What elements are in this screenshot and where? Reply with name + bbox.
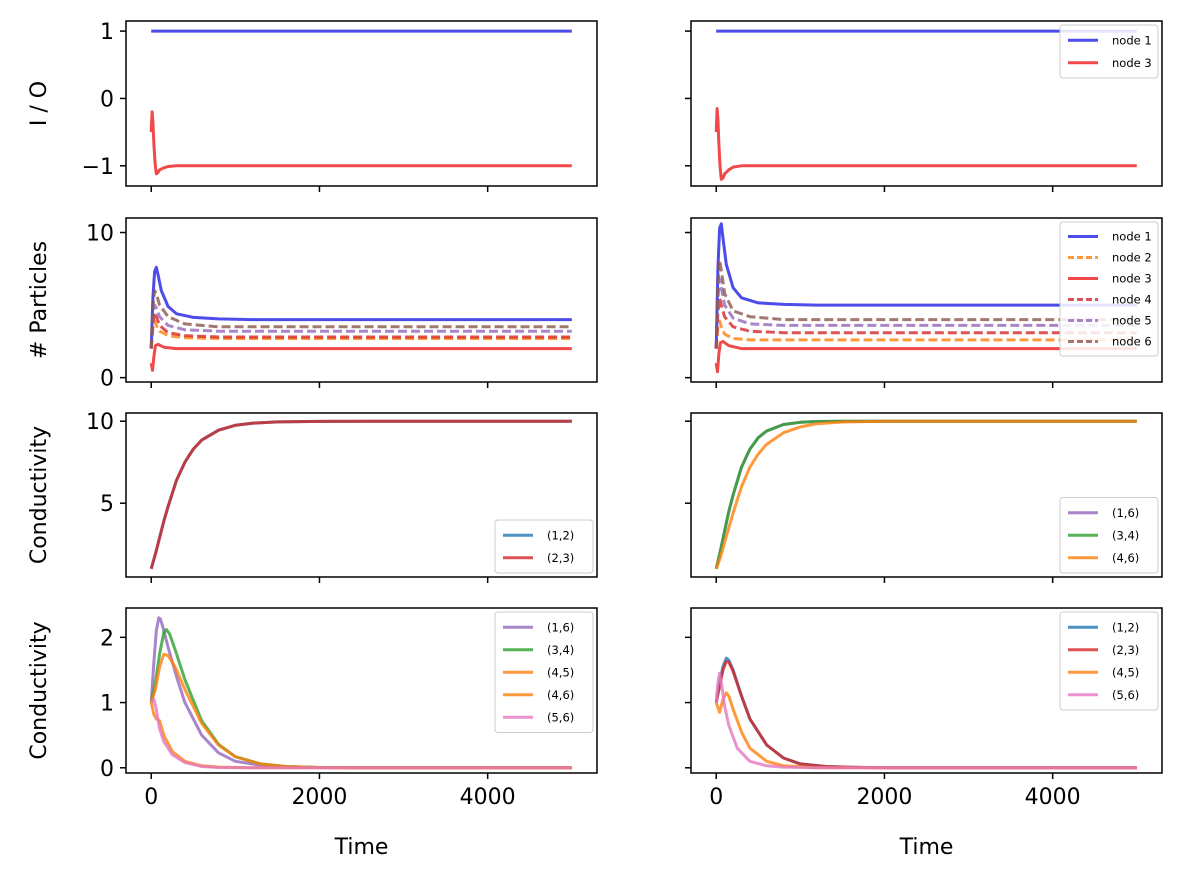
panel-row2-right-series-group <box>714 222 1137 374</box>
panel-row4-left-legend-label: (4,5) <box>547 665 574 679</box>
panel-row1-right-legend-label: node 1 <box>1112 33 1152 47</box>
panel-row3-left-legend-label: (2,3) <box>547 551 574 565</box>
panel-row4-left-legend-label: (3,4) <box>547 643 574 657</box>
panel-row4-left-frame <box>125 607 598 774</box>
panel-row2-right-frame <box>690 217 1163 383</box>
panel-row1-left: 1 0 −1 I / O <box>27 20 598 192</box>
panel-row2-left-series-3 <box>149 342 572 372</box>
panel-row4-right-series-4 <box>714 671 1137 770</box>
panel-row4-left-legend-label: (1,6) <box>547 620 574 634</box>
panel-row3-left-frame <box>125 412 598 578</box>
panel-row3-left-legend-box <box>494 519 594 574</box>
panel-row2-left-series-5 <box>149 303 572 349</box>
panel-row3-right-series-3 <box>714 419 1137 570</box>
panel-row2-left-series-1 <box>149 265 572 349</box>
panel-row4-right-xtick-label: 4000 <box>1025 785 1081 810</box>
panel-row1-right-series-2 <box>714 107 1137 181</box>
panel-row3-left-ytick-label: 10 <box>86 410 114 435</box>
panel-row4-right-frame <box>690 607 1163 774</box>
panel-row2-left-ytick-label: 0 <box>100 367 114 392</box>
panel-row2-right-legend-label: node 1 <box>1112 230 1152 244</box>
panel-row2-right-legend: node 1 node 2 node 3 node 4 node 5 node 6 <box>1059 221 1159 357</box>
panel-row4-right-series-group <box>714 656 1137 770</box>
panel-row3-right-frame <box>690 412 1163 578</box>
panel-row2-left: 10 0 # Particles <box>27 217 598 392</box>
panel-row4-left-legend-label: (4,6) <box>547 688 574 702</box>
panel-row4-left-xlabel: Time <box>334 835 389 860</box>
panel-row3-left-series-group <box>149 419 572 570</box>
panel-row2-right-legend-box <box>1059 221 1159 357</box>
panel-row3-left-legend-label: (1,2) <box>547 528 574 542</box>
panel-row2-right-legend-label: node 6 <box>1112 335 1152 349</box>
panel-row4-right-legend-label: (4,5) <box>1112 665 1139 679</box>
panel-row4-left-xtick-label: 2000 <box>291 785 347 810</box>
panel-row1-left-series-2 <box>149 110 572 176</box>
panel-row3-left-legend: (1,2) (2,3) <box>494 519 594 574</box>
panel-row3-left-ylabel: Conductivity <box>27 426 52 564</box>
panel-row3-right-legend-label: (1,6) <box>1112 506 1139 520</box>
panel-row1-right-frame <box>690 20 1163 187</box>
panel-row1-left-series-group <box>149 29 572 176</box>
panel-row1-right: node 1 node 3 <box>685 20 1163 192</box>
panel-row1-left-ytick-label: 1 <box>100 20 114 45</box>
panel-row4-right-xtick-label: 2000 <box>856 785 912 810</box>
panel-row4-left-ytick-label: 0 <box>100 757 114 782</box>
panel-row4-left: 0 2000 4000 2 1 0 Conductivity Time (1,6) (3,4) (4… <box>27 607 598 860</box>
panel-row3-right-legend-label: (3,4) <box>1112 528 1139 542</box>
panel-row3-right: (1,6) (3,4) (4,6) <box>685 412 1163 583</box>
panel-row3-right-series-group <box>714 419 1137 570</box>
panel-row2-right-legend-label: node 3 <box>1112 272 1152 286</box>
panel-row2-right-series-3 <box>714 339 1137 374</box>
panel-row2-left-frame <box>125 217 598 383</box>
panel-row2-right-series-2 <box>714 319 1137 349</box>
panel-row4-right-legend-label: (2,3) <box>1112 643 1139 657</box>
panel-row1-left-ylabel: I / O <box>27 81 52 126</box>
panel-row4-left-legend: (1,6) (3,4) (4,5) (4,6) (5,6) <box>494 611 594 733</box>
panel-row4-left-ytick-label: 2 <box>100 626 114 651</box>
panel-row4-right-legend: (1,2) (2,3) (4,5) (5,6) <box>1059 611 1159 711</box>
panel-row3-left-series-2 <box>149 419 572 570</box>
panel-row2-right: node 1 node 2 node 3 node 4 node 5 node 6 <box>685 217 1163 388</box>
panel-row4-right-xtick-label: 0 <box>709 785 723 810</box>
panel-row3-left: 10 5 Conductivity (1,2) (2,3) <box>27 410 598 583</box>
panel-row2-right-legend-label: node 2 <box>1112 251 1152 265</box>
panel-row2-left-ylabel: # Particles <box>27 241 52 359</box>
panel-row2-left-series-6 <box>149 289 572 349</box>
panel-row4-left-legend-box <box>494 611 594 733</box>
panel-row3-left-ytick-label: 5 <box>100 492 114 517</box>
panel-row1-left-ytick-label: −1 <box>82 155 114 180</box>
panel-row2-right-series-6 <box>714 258 1137 349</box>
panel-row4-right-legend-label: (5,6) <box>1112 688 1139 702</box>
panel-row4-left-ytick-label: 1 <box>100 692 114 717</box>
panel-row2-right-series-1 <box>714 222 1137 349</box>
panel-row2-right-legend-label: node 4 <box>1112 293 1152 307</box>
panel-row4-left-ylabel: Conductivity <box>27 621 52 759</box>
panel-row4-left-series-group <box>149 616 572 770</box>
panel-row4-right: 0 2000 4000 Time (1,2) (2,3) (4,5) (5,6) <box>685 607 1163 860</box>
panel-row1-left-ytick-label: 0 <box>100 87 114 112</box>
panel-row4-right-legend-label: (1,2) <box>1112 620 1139 634</box>
panel-row4-left-xtick-label: 0 <box>144 785 158 810</box>
panel-row2-left-ytick-label: 10 <box>86 222 114 247</box>
panel-row2-left-series-2 <box>149 319 572 349</box>
panel-row1-right-legend-box <box>1059 24 1159 79</box>
panel-row4-left-series-5 <box>150 697 572 770</box>
panel-row3-right-legend-box <box>1059 497 1159 574</box>
panel-row1-right-legend: node 1 node 3 <box>1059 24 1159 79</box>
panel-row4-right-xlabel: Time <box>899 835 954 860</box>
panel-row1-right-legend-label: node 3 <box>1112 56 1152 70</box>
panel-row4-left-legend-label: (5,6) <box>547 710 574 724</box>
panel-row2-left-series-group <box>149 265 572 372</box>
panel-row4-left-xtick-label: 4000 <box>460 785 516 810</box>
panel-row3-right-legend-label: (4,6) <box>1112 551 1139 565</box>
panel-row1-left-frame <box>125 20 598 187</box>
panel-row3-right-legend: (1,6) (3,4) (4,6) <box>1059 497 1159 574</box>
panel-row2-right-legend-label: node 5 <box>1112 314 1152 328</box>
panel-row4-right-legend-box <box>1059 611 1159 711</box>
